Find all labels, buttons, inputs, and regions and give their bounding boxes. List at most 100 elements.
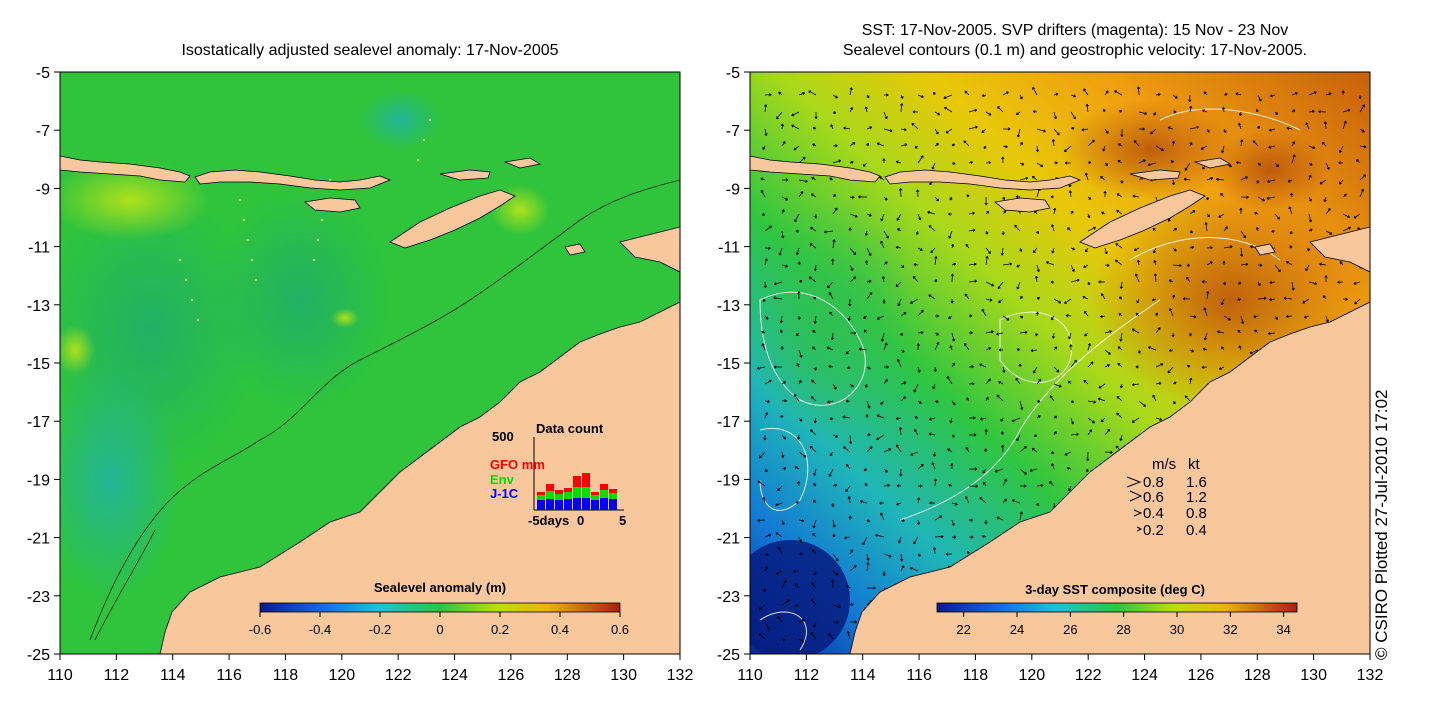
velocity-arrow — [1115, 243, 1123, 249]
velocity-arrow — [847, 315, 851, 321]
velocity-arrow — [1016, 348, 1021, 352]
velocity-arrow — [866, 446, 873, 453]
velocity-arrow — [1053, 161, 1058, 165]
velocity-arrow — [1221, 346, 1225, 351]
velocity-arrow — [900, 94, 904, 99]
velocity-arrow — [1138, 400, 1146, 407]
velocity-arrow — [1189, 245, 1195, 249]
velocity-arrow — [1001, 156, 1005, 164]
velocity-arrow — [880, 512, 885, 521]
velocity-arrow — [831, 502, 835, 507]
velocity-arrow — [832, 534, 836, 538]
velocity-arrow — [1155, 381, 1162, 386]
left-map-lat-tick-label: -7 — [36, 123, 50, 140]
velocity-arrow — [1152, 247, 1157, 254]
velocity-arrow — [1274, 162, 1279, 168]
velocity-arrow — [1202, 347, 1208, 351]
velocity-arrow — [1285, 260, 1293, 266]
velocity-arrow — [866, 279, 872, 283]
velocity-arrow — [1036, 297, 1041, 300]
velocity-arrow — [763, 281, 767, 289]
velocity-arrow — [967, 550, 971, 555]
velocity-arrow — [826, 346, 834, 351]
velocity-arrow — [900, 553, 904, 562]
right-map-lat-tick-label: -11 — [718, 240, 740, 257]
velocity-arrow — [981, 128, 987, 134]
velocity-arrow — [1235, 92, 1242, 96]
velocity-arrow — [1155, 327, 1161, 334]
velocity-arrow — [828, 291, 834, 300]
velocity-arrow — [1325, 230, 1333, 235]
left-map-lon-tick-label: 130 — [610, 667, 637, 684]
velocity-arrow — [1015, 111, 1021, 116]
velocity-arrow — [777, 615, 783, 623]
velocity-arrow — [848, 227, 852, 232]
velocity-arrow — [1070, 94, 1077, 98]
velocity-arrow — [917, 247, 923, 251]
velocity-arrow — [945, 128, 953, 134]
velocity-arrow — [1359, 188, 1364, 198]
velocity-arrow — [832, 483, 838, 487]
velocity-arrow — [1083, 88, 1089, 96]
velocity-arrow — [1205, 196, 1209, 201]
velocity-arrow — [914, 416, 919, 420]
velocity-arrow — [928, 432, 936, 436]
velocity-legend-row1-ms: 0.8 — [1143, 474, 1164, 491]
velocity-arrow — [1150, 128, 1157, 135]
data-count-series-gfo: GFO mm — [490, 457, 545, 472]
velocity-arrow — [1036, 483, 1044, 488]
left-map-lat-tick-label: -9 — [36, 181, 50, 198]
velocity-arrow — [1002, 315, 1010, 321]
velocity-arrow — [849, 264, 854, 271]
velocity-arrow — [1257, 263, 1263, 267]
velocity-arrow — [827, 281, 834, 289]
velocity-arrow — [1267, 331, 1276, 336]
velocity-arrow — [883, 230, 889, 239]
velocity-arrow — [862, 162, 868, 167]
velocity-arrow — [1011, 499, 1021, 504]
velocity-arrow — [1274, 213, 1280, 220]
left-map-lon-tick-label: 124 — [441, 667, 468, 684]
velocity-arrow — [1235, 161, 1242, 165]
velocity-arrow — [1183, 177, 1191, 181]
velocity-arrow — [798, 349, 803, 358]
velocity-arrow — [811, 176, 817, 181]
velocity-arrow — [1098, 383, 1106, 389]
velocity-legend-row2-ms: 0.6 — [1143, 489, 1164, 506]
velocity-arrow — [1104, 428, 1111, 436]
velocity-arrow — [1223, 315, 1231, 321]
velocity-arrow — [1308, 281, 1318, 285]
velocity-arrow — [1358, 94, 1362, 100]
velocity-arrow — [793, 393, 800, 402]
left-colorbar-tick: 0.4 — [551, 622, 569, 637]
velocity-arrow — [811, 598, 817, 606]
velocity-arrow — [1318, 110, 1327, 114]
velocity-arrow — [798, 519, 805, 523]
velocity-arrow — [931, 162, 936, 170]
velocity-arrow — [764, 128, 768, 136]
velocity-arrow — [1325, 315, 1329, 323]
velocity-arrow — [883, 196, 888, 201]
velocity-arrow — [984, 196, 988, 206]
velocity-arrow — [864, 106, 868, 113]
velocity-arrow — [832, 434, 839, 438]
velocity-arrow — [1308, 162, 1313, 166]
velocity-arrow — [1116, 396, 1123, 402]
velocity-arrow — [985, 210, 990, 215]
velocity-arrow — [985, 298, 993, 302]
velocity-arrow — [934, 535, 944, 539]
velocity-arrow — [933, 366, 937, 373]
velocity-arrow — [1201, 365, 1208, 369]
velocity-arrow — [951, 262, 957, 266]
velocity-arrow — [1322, 295, 1327, 300]
velocity-arrow — [1068, 380, 1072, 385]
velocity-arrow — [1036, 502, 1040, 507]
velocity-arrow — [781, 230, 785, 239]
velocity-arrow — [1147, 346, 1157, 351]
velocity-arrow — [1217, 330, 1225, 334]
velocity-arrow — [1019, 315, 1024, 319]
velocity-arrow — [1133, 247, 1140, 252]
velocity-arrow — [1118, 296, 1123, 300]
velocity-arrow — [1131, 383, 1140, 387]
velocity-arrow — [1097, 397, 1106, 402]
